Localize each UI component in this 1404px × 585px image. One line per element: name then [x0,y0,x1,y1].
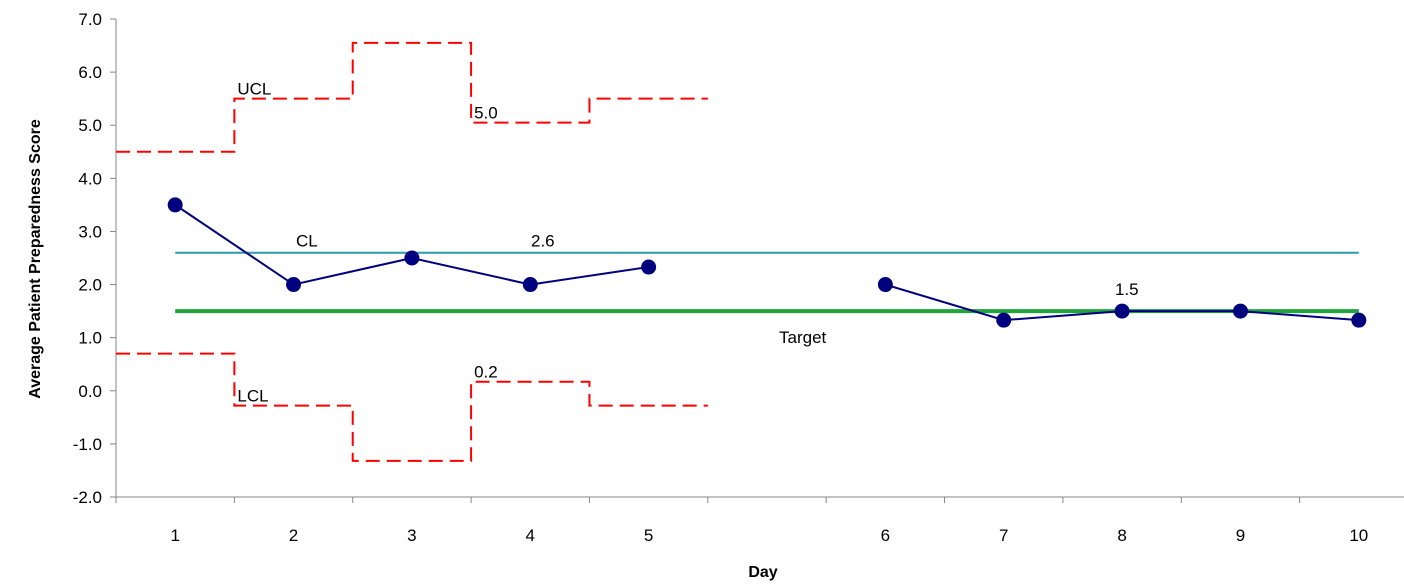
x-tick-label: 8 [1117,526,1126,545]
y-tick-label: 5.0 [78,116,102,135]
x-tick-label: 10 [1349,526,1368,545]
control-limits [116,41,708,462]
y-tick-label: 7.0 [78,10,102,29]
lcl-line [116,352,708,462]
x-tick-label: 5 [644,526,653,545]
y-tick-label: -1.0 [73,435,102,454]
annotation-label: 0.2 [474,363,498,382]
annotation-label: CL [296,232,318,251]
annotation-label: Target [779,328,827,347]
data-point [1114,303,1130,319]
x-tick-label: 3 [407,526,416,545]
x-tick-label: 6 [881,526,890,545]
x-tick-label: 2 [289,526,298,545]
annotations: UCL 5.0 CL 2.6 1.5 Target LCL 0.2 [237,80,1138,406]
data-point [404,250,420,266]
reference-lines [175,251,1359,314]
y-tick-label: 4.0 [78,169,102,188]
y-tick-label: 1.0 [78,329,102,348]
y-tick-label: 2.0 [78,276,102,295]
axes: -2.0 -1.0 0.0 1.0 2.0 3.0 4.0 5.0 6.0 7.0 1 2 3 4 5 6 7 8… [73,10,1404,545]
data-point [1232,303,1248,319]
x-tick-label: 4 [526,526,535,545]
y-tick-label: -2.0 [73,488,102,507]
annotation-label: LCL [237,387,268,406]
x-tick-label: 1 [170,526,179,545]
data-point [996,312,1012,328]
series-line [174,204,649,286]
annotation-label: 2.6 [531,232,555,251]
y-axis-title: Average Patient Preparedness Score [27,119,44,399]
data-series [167,197,1367,328]
annotation-label: UCL [237,80,271,99]
annotation-label: 1.5 [1115,280,1139,299]
annotation-label: 5.0 [474,104,498,123]
y-tick-label: 6.0 [78,63,102,82]
x-axis-title: Day [748,564,777,581]
y-tick-label: 0.0 [78,382,102,401]
data-point [167,197,183,213]
data-point [1351,312,1367,328]
y-tick-label: 3.0 [78,222,102,241]
data-point [877,277,893,293]
data-point [641,259,657,275]
ucl-line [116,41,708,153]
data-point [522,277,538,293]
x-tick-label: 9 [1236,526,1245,545]
x-tick-label: 7 [999,526,1008,545]
data-point [286,277,302,293]
